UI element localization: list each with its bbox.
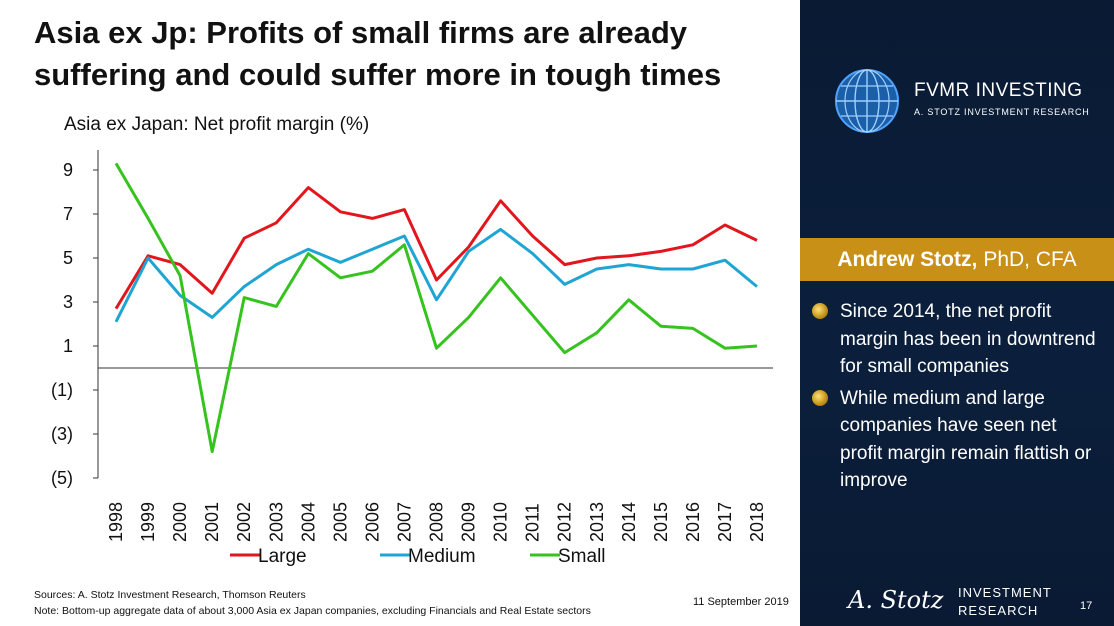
- globe-logo-icon: [835, 69, 899, 133]
- y-tick-label: (1): [51, 380, 73, 400]
- x-tick-label: 2012: [555, 502, 575, 542]
- x-tick-label: 2008: [427, 502, 447, 542]
- x-tick-label: 2010: [491, 502, 511, 542]
- x-tick-label: 2006: [362, 502, 382, 542]
- sources-text: Sources: A. Stotz Investment Research, T…: [34, 589, 306, 601]
- bullet-list: Since 2014, the net profit margin has be…: [812, 298, 1102, 499]
- x-tick-label: 2004: [298, 502, 318, 542]
- y-tick-label: 7: [63, 204, 73, 224]
- x-tick-label: 2016: [683, 502, 703, 542]
- presenter-banner: Andrew Stotz, PhD, CFA: [800, 238, 1114, 281]
- x-tick-label: 2018: [747, 502, 767, 542]
- line-chart: 9 7 5 3 1 (1) (3) (5) 1998 1999 2000 2001 2002 2003 20…: [51, 150, 773, 567]
- chart-subtitle: Asia ex Japan: Net profit margin (%): [64, 114, 370, 135]
- x-tick-label: 1999: [138, 502, 158, 542]
- x-tick-label: 2001: [202, 502, 222, 542]
- footer-line-2: RESEARCH: [958, 603, 1039, 618]
- legend-label: Medium: [408, 546, 476, 567]
- series-line-medium: [114, 227, 758, 323]
- x-tick-label: 2005: [330, 502, 350, 542]
- presenter-credentials: PhD, CFA: [983, 247, 1077, 271]
- x-tick-label: 2000: [170, 502, 190, 542]
- x-tick-label: 2014: [619, 502, 639, 542]
- y-tick-label: 9: [63, 160, 73, 180]
- x-tick-label: 2013: [587, 502, 607, 542]
- x-tick-label: 1998: [106, 502, 126, 542]
- bullet-item: Since 2014, the net profit margin has be…: [812, 298, 1102, 381]
- legend-label: Large: [258, 546, 307, 567]
- presenter-name: Andrew Stotz,: [837, 247, 978, 271]
- brand-tagline: A. STOTZ INVESTMENT RESEARCH: [914, 107, 1090, 117]
- slide-title: Asia ex Jp: Profits of small firms are a…: [34, 15, 722, 92]
- x-tick-label: 2002: [234, 502, 254, 542]
- slide-date: 11 September 2019: [693, 596, 789, 608]
- note-text: Note: Bottom-up aggregate data of about …: [34, 605, 591, 617]
- brand-name: FVMR INVESTING: [914, 80, 1083, 101]
- y-tick-label: (3): [51, 424, 73, 444]
- legend-label: Small: [558, 546, 606, 567]
- bullet-icon: [812, 389, 828, 406]
- x-tick-label: 2017: [715, 502, 735, 542]
- y-tick-label: 5: [63, 248, 73, 268]
- x-tick-label: 2009: [459, 502, 479, 542]
- bullet-item: While medium and large companies have se…: [812, 385, 1102, 495]
- series-line-large: [114, 186, 758, 310]
- bullet-text: While medium and large companies have se…: [840, 387, 1092, 492]
- y-tick-label: 3: [63, 292, 73, 312]
- footer-brand-text: INVESTMENT RESEARCH: [958, 584, 1052, 620]
- x-tick-label: 2015: [651, 502, 671, 542]
- page-number: 17: [1080, 600, 1093, 612]
- y-tick-label: 1: [63, 336, 73, 356]
- y-tick-label: (5): [51, 468, 73, 488]
- bullet-text: Since 2014, the net profit margin has be…: [840, 301, 1096, 377]
- stotz-signature-logo: A. Stotz: [848, 586, 944, 614]
- x-tick-label: 2011: [523, 503, 543, 542]
- x-tick-label: 2007: [394, 502, 414, 542]
- x-tick-label: 2003: [266, 502, 286, 542]
- footnotes: Sources: A. Stotz Investment Research, T…: [34, 587, 591, 619]
- series-line-small: [114, 162, 758, 454]
- footer-line-1: INVESTMENT: [958, 585, 1052, 600]
- bullet-icon: [812, 303, 828, 319]
